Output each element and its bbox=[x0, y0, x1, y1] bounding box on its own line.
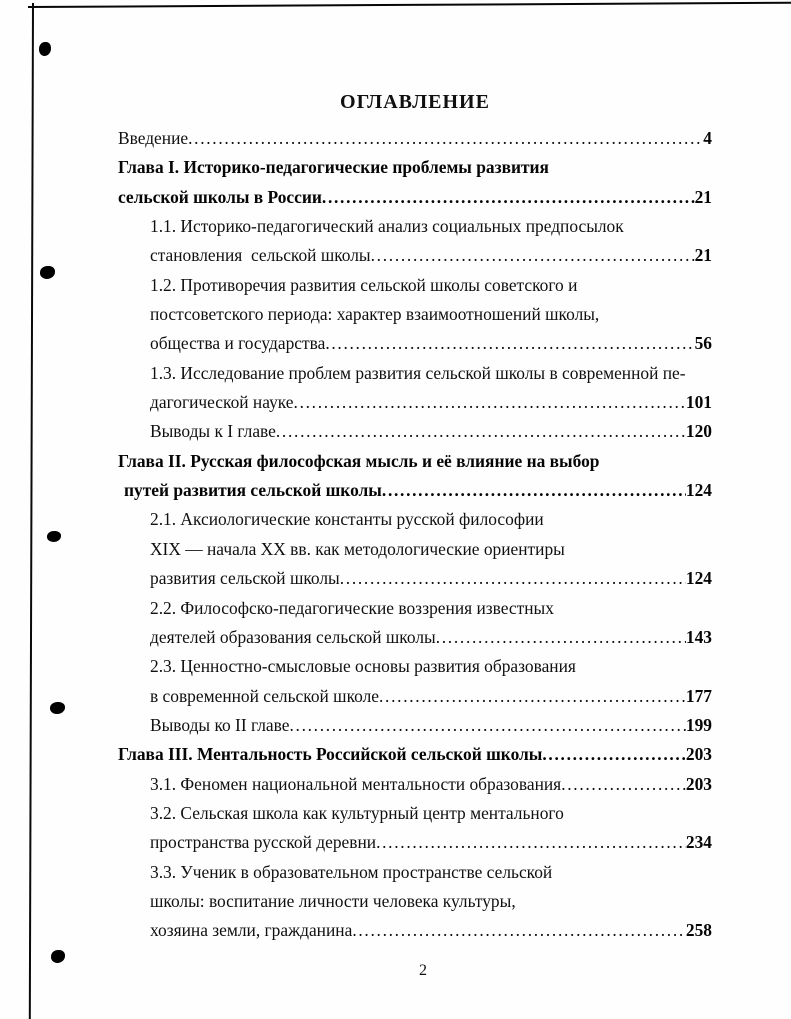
toc-entry-text: сельской школы в России bbox=[118, 186, 322, 207]
toc-line: Выводы к I главе 120 bbox=[118, 417, 712, 446]
toc-line: в современной сельской школе 177 bbox=[118, 682, 712, 711]
toc-entry-text: 2.1. Аксиологические константы русской ф… bbox=[150, 509, 544, 530]
toc-dot-leader bbox=[382, 476, 686, 505]
toc-line: XIX — начала XX вв. как методологические… bbox=[118, 535, 712, 564]
toc-page-number: 124 bbox=[685, 568, 712, 589]
toc-entry-text: 1.2. Противоречия развития сельской школ… bbox=[150, 274, 578, 295]
toc-line: пространства русской деревни 234 bbox=[118, 828, 712, 857]
toc-page-number: 177 bbox=[685, 685, 712, 706]
toc-entry-text: хозяина земли, гражданина bbox=[150, 920, 353, 941]
toc-entry-text: Глава II. Русская философская мысль и её… bbox=[118, 450, 600, 471]
toc-entry-text: Выводы ко II главе bbox=[150, 714, 290, 735]
toc-line: 1.3. Исследование проблем развития сельс… bbox=[118, 359, 712, 388]
toc-page-number: 4 bbox=[703, 128, 712, 148]
toc-entry-text: дагогической науке bbox=[150, 392, 294, 413]
toc-entry-text: 2.3. Ценностно-смысловые основы развития… bbox=[150, 656, 576, 677]
toc-entry-text: постсоветского периода: характер взаимоо… bbox=[150, 304, 600, 325]
toc-dot-leader bbox=[376, 828, 686, 857]
toc-page-number: 143 bbox=[685, 626, 712, 647]
toc-line: деятелей образования сельской школы 143 bbox=[118, 623, 712, 652]
toc-page-number: 101 bbox=[685, 392, 712, 413]
toc-dot-leader bbox=[379, 682, 686, 711]
toc-line: 1.2. Противоречия развития сельской школ… bbox=[118, 271, 712, 300]
toc-dot-leader bbox=[340, 564, 686, 593]
toc-line: 2.3. Ценностно-смысловые основы развития… bbox=[118, 652, 712, 681]
toc-line: Глава I. Историко-педагогические проблем… bbox=[118, 153, 712, 182]
ink-speck bbox=[50, 702, 65, 714]
toc-dot-leader bbox=[371, 241, 695, 270]
toc-line: Введение 4 bbox=[118, 124, 712, 153]
toc-line: Глава III. Ментальность Российской сельс… bbox=[118, 740, 712, 769]
toc-page-number: 56 bbox=[694, 333, 712, 354]
toc-entry-text: 3.3. Ученик в образовательном пространст… bbox=[150, 861, 553, 882]
toc-entry-text: путей развития сельской школы bbox=[124, 480, 382, 501]
page-title: ОГЛАВЛЕНИЕ bbox=[340, 91, 490, 113]
toc-line: 3.3. Ученик в образовательном пространст… bbox=[118, 858, 712, 887]
toc-dot-leader bbox=[561, 770, 686, 799]
toc-line: 3.1. Феномен национальной ментальности о… bbox=[118, 770, 712, 799]
toc-entry-text: 3.2. Сельская школа как культурный центр… bbox=[150, 802, 564, 823]
toc-line: становления сельской школы 21 bbox=[118, 241, 712, 270]
toc-entry-text: Введение bbox=[118, 128, 189, 148]
toc-dot-leader bbox=[188, 124, 703, 153]
ink-speck bbox=[39, 42, 51, 56]
toc-entry-text: школы: воспитание личности человека куль… bbox=[150, 890, 516, 911]
toc-page-number: 199 bbox=[685, 714, 712, 735]
toc-line: развития сельской школы 124 bbox=[118, 564, 712, 593]
toc-line: Выводы ко II главе 199 bbox=[118, 711, 712, 740]
toc-dot-leader bbox=[294, 388, 686, 417]
toc-page-number: 258 bbox=[685, 920, 712, 941]
toc-dot-leader bbox=[325, 329, 694, 358]
toc-entry-text: деятелей образования сельской школы bbox=[150, 626, 436, 647]
toc-page-number: 21 bbox=[694, 245, 712, 266]
toc-entry-text: 3.1. Феномен национальной ментальности о… bbox=[150, 773, 562, 794]
toc-entry-text: пространства русской деревни bbox=[150, 832, 377, 853]
toc-dot-leader bbox=[352, 916, 686, 945]
toc-line: 2.1. Аксиологические константы русской ф… bbox=[118, 505, 712, 534]
toc-line: 2.2. Философско-педагогические воззрения… bbox=[118, 594, 712, 623]
toc-entry-text: общества и государства bbox=[150, 333, 326, 354]
page-number-footer: 2 bbox=[419, 962, 427, 979]
toc-dot-leader bbox=[322, 183, 695, 212]
scan-left-edge-line bbox=[28, 2, 34, 1019]
toc-entry-text: 1.1. Историко-педагогический анализ соци… bbox=[150, 216, 624, 237]
toc-page-number: 234 bbox=[685, 832, 712, 853]
toc-entry-text: становления сельской школы bbox=[150, 245, 371, 266]
toc-entry-text: Глава III. Ментальность Российской сельс… bbox=[118, 744, 543, 765]
toc-entry-text: 2.2. Философско-педагогические воззрения… bbox=[150, 597, 554, 618]
toc-entry-text: развития сельской школы bbox=[150, 568, 340, 589]
toc-dot-leader bbox=[276, 417, 686, 446]
toc-list: Введение 4 Глава I. Историко-педагогически… bbox=[118, 124, 712, 946]
toc-dot-leader bbox=[289, 711, 685, 740]
toc-line: 3.2. Сельская школа как культурный центр… bbox=[118, 799, 712, 828]
toc-line: сельской школы в России 21 bbox=[118, 183, 712, 212]
toc-entry-text: Глава I. Историко-педагогические проблем… bbox=[118, 157, 549, 178]
toc-line: дагогической науке 101 bbox=[118, 388, 712, 417]
toc-entry-text: в современной сельской школе bbox=[150, 685, 379, 706]
toc-line: Глава II. Русская философская мысль и её… bbox=[118, 447, 712, 476]
scan-top-edge-line bbox=[27, 1, 791, 8]
ink-speck bbox=[40, 266, 55, 279]
toc-page-number: 203 bbox=[685, 773, 712, 794]
toc-line: хозяина земли, гражданина 258 bbox=[118, 916, 712, 945]
ink-speck bbox=[47, 531, 61, 542]
toc-line: 1.1. Историко-педагогический анализ соци… bbox=[118, 212, 712, 241]
toc-page-number: 120 bbox=[685, 421, 712, 442]
toc-page-number: 21 bbox=[694, 186, 712, 207]
toc-line: школы: воспитание личности человека куль… bbox=[118, 887, 712, 916]
toc-page-number: 124 bbox=[685, 480, 712, 501]
toc-page-number: 203 bbox=[685, 744, 712, 765]
toc-entry-text: XIX — начала XX вв. как методологические… bbox=[150, 538, 565, 559]
toc-entry-text: 1.3. Исследование проблем развития сельс… bbox=[150, 362, 686, 383]
toc-line: постсоветского периода: характер взаимоо… bbox=[118, 300, 712, 329]
ink-speck bbox=[51, 950, 65, 963]
toc-dot-leader bbox=[542, 740, 686, 769]
toc-line: путей развития сельской школы 124 bbox=[118, 476, 712, 505]
toc-entry-text: Выводы к I главе bbox=[150, 421, 276, 442]
toc-line: общества и государства 56 bbox=[118, 329, 712, 358]
toc-dot-leader bbox=[436, 623, 686, 652]
